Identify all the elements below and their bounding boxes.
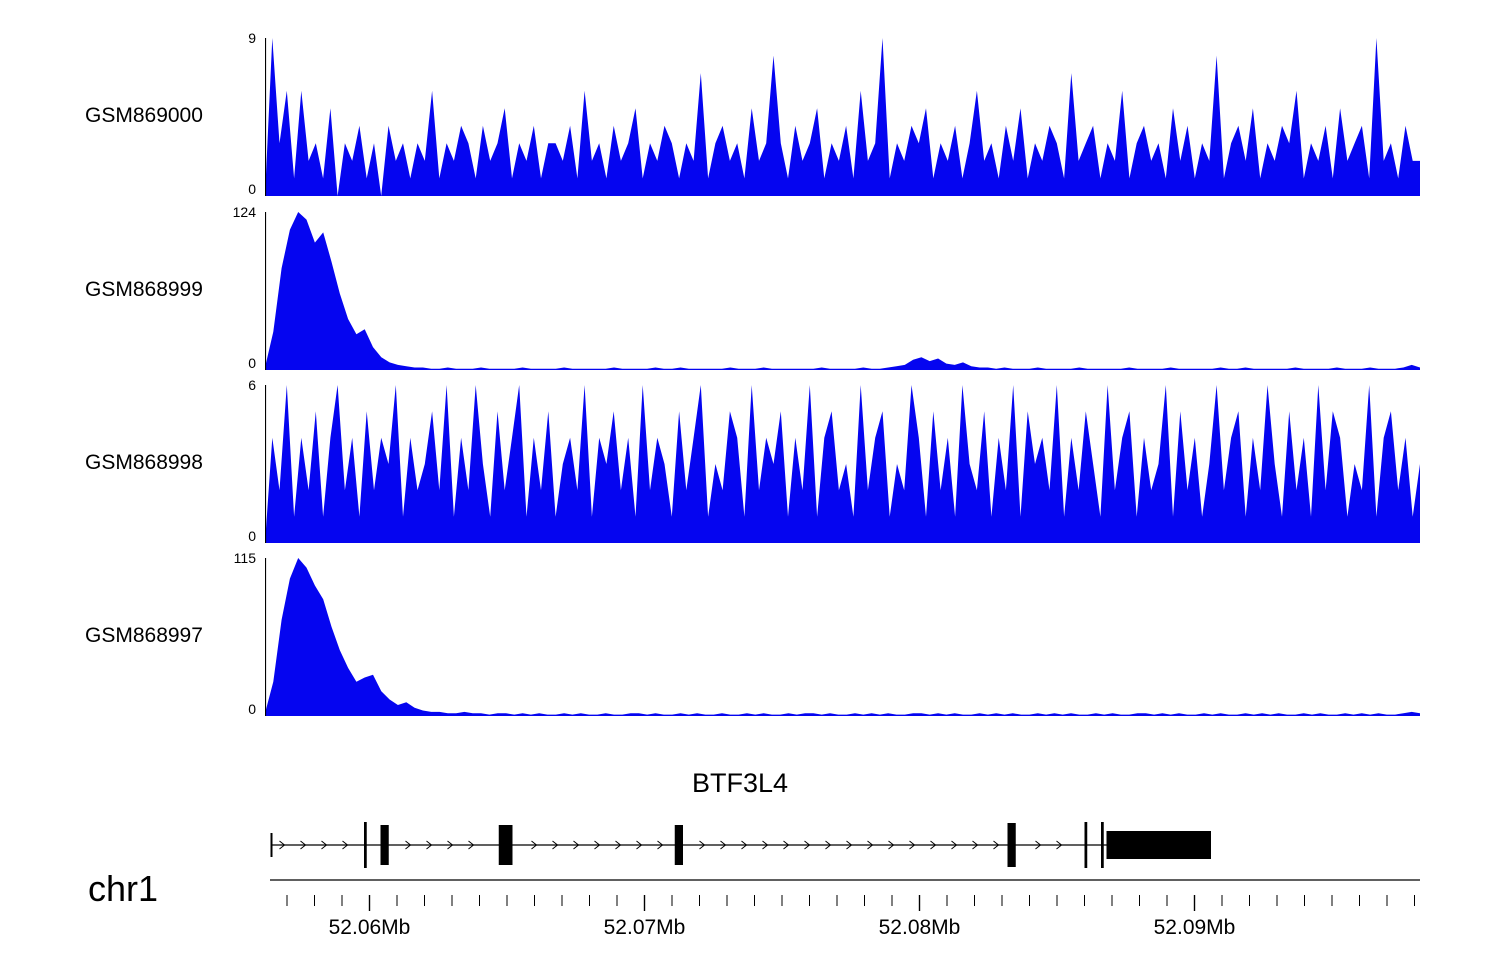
strand-arrow-icon xyxy=(468,840,475,850)
strand-arrow-icon xyxy=(594,840,601,850)
strand-arrow-icon xyxy=(300,840,307,850)
coverage-plot xyxy=(265,558,1420,716)
axis-tick-label: 52.06Mb xyxy=(329,916,411,939)
coverage-track-gsm868998: 6 GSM868998 0 xyxy=(0,377,1500,547)
coverage-track-gsm869000: 9 GSM869000 0 xyxy=(0,30,1500,200)
exon xyxy=(380,825,389,865)
chromosome-label: chr1 xyxy=(88,868,159,909)
strand-arrow-icon xyxy=(720,840,727,850)
strand-arrow-icon xyxy=(783,840,790,850)
strand-arrow-icon xyxy=(531,840,538,850)
y-axis-max-label: 115 xyxy=(233,550,256,566)
exon xyxy=(364,822,367,868)
coverage-plot xyxy=(265,385,1420,543)
genome-axis: 52.06Mb 52.07Mb 52.08Mb 52.09Mb xyxy=(270,879,1420,939)
strand-arrow-icon xyxy=(447,840,454,850)
strand-arrow-icon xyxy=(342,840,349,850)
axis-tick-label: 52.08Mb xyxy=(879,916,961,939)
exon xyxy=(270,833,273,857)
strand-arrow-icon xyxy=(951,840,958,850)
coverage-track-gsm868997: 115 GSM868997 0 xyxy=(0,550,1500,720)
strand-arrow-icon xyxy=(426,840,433,850)
gene-annotation-track: BTF3L4 xyxy=(0,760,1500,900)
strand-arrow-icon xyxy=(909,840,916,850)
strand-arrow-icon xyxy=(1035,840,1042,850)
strand-arrow-icon xyxy=(741,840,748,850)
strand-arrow-icon xyxy=(867,840,874,850)
y-axis-max-label: 124 xyxy=(232,204,256,220)
strand-arrow-icon xyxy=(930,840,937,850)
track-label: GSM868997 xyxy=(85,624,203,647)
exon xyxy=(1084,822,1088,868)
coverage-plot xyxy=(265,212,1420,370)
strand-arrow-icon xyxy=(1056,840,1063,850)
strand-arrow-icon xyxy=(573,840,580,850)
axis-tick-label: 52.07Mb xyxy=(604,916,686,939)
exon xyxy=(1101,822,1104,868)
coverage-area xyxy=(265,38,1420,196)
strand-arrow-icon xyxy=(804,840,811,850)
strand-arrow-icon xyxy=(888,840,895,850)
strand-arrow-icon xyxy=(699,840,706,850)
strand-arrow-icon xyxy=(615,840,622,850)
track-label: GSM868999 xyxy=(85,278,203,301)
y-axis-max-label: 9 xyxy=(248,30,256,46)
strand-arrow-icon xyxy=(825,840,832,850)
exon xyxy=(498,825,513,865)
strand-arrow-icon xyxy=(972,840,979,850)
exon xyxy=(1106,831,1211,859)
coverage-area xyxy=(265,385,1420,543)
exon xyxy=(1007,823,1016,867)
gene-model xyxy=(270,822,1211,868)
track-label: GSM868998 xyxy=(85,451,203,474)
strand-arrow-icon xyxy=(279,840,286,850)
y-axis-zero-label: 0 xyxy=(248,181,256,197)
strand-arrow-icon xyxy=(762,840,769,850)
strand-arrow-icon xyxy=(552,840,559,850)
coverage-area xyxy=(265,558,1420,716)
strand-arrow-icon xyxy=(657,840,664,850)
strand-arrow-icon xyxy=(846,840,853,850)
strand-arrow-icon xyxy=(321,840,328,850)
gene-name-label: BTF3L4 xyxy=(691,768,789,798)
strand-arrow-icon xyxy=(636,840,643,850)
exon xyxy=(674,825,683,865)
coverage-plot xyxy=(265,38,1420,196)
y-axis-zero-label: 0 xyxy=(248,701,256,717)
y-axis-zero-label: 0 xyxy=(248,355,256,371)
track-label: GSM869000 xyxy=(85,104,203,127)
y-axis-zero-label: 0 xyxy=(248,528,256,544)
strand-arrow-icon xyxy=(993,840,1000,850)
coverage-track-gsm868999: 124 GSM868999 0 xyxy=(0,204,1500,374)
axis-tick-label: 52.09Mb xyxy=(1154,916,1236,939)
coverage-area xyxy=(265,212,1420,370)
y-axis-max-label: 6 xyxy=(248,377,256,393)
strand-arrow-icon xyxy=(405,840,412,850)
